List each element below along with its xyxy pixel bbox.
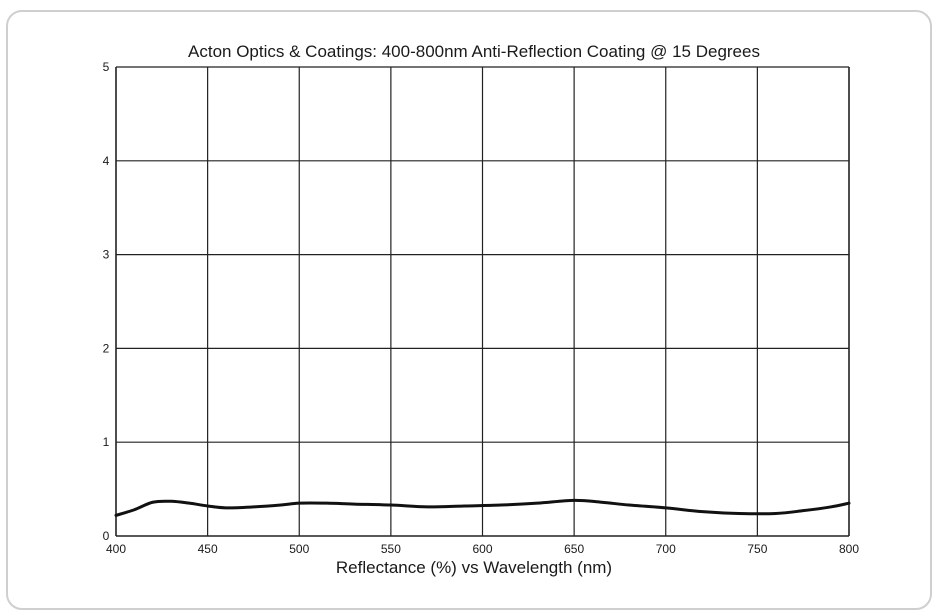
x-tick-label-750: 750 — [747, 542, 767, 556]
x-tick-label-550: 550 — [381, 542, 401, 556]
y-tick-label-2: 2 — [103, 341, 110, 355]
y-axis-ticks: 0 1 2 3 4 5 — [103, 60, 110, 543]
y-tick-label-4: 4 — [103, 154, 110, 168]
chart-frame — [6, 10, 932, 610]
x-tick-label-800: 800 — [839, 542, 859, 556]
x-tick-label-500: 500 — [289, 542, 309, 556]
x-axis-ticks: 400 450 500 550 600 650 700 750 800 — [106, 542, 859, 556]
y-tick-label-3: 3 — [103, 248, 110, 262]
x-tick-label-650: 650 — [564, 542, 584, 556]
chart-grid — [115, 66, 850, 537]
y-tick-label-0: 0 — [103, 529, 110, 543]
reflectance-series-line — [114, 498, 851, 517]
y-tick-label-1: 1 — [103, 435, 110, 449]
x-tick-label-700: 700 — [656, 542, 676, 556]
x-tick-label-450: 450 — [198, 542, 218, 556]
y-tick-label-5: 5 — [103, 60, 110, 74]
chart-title: Acton Optics & Coatings: 400-800nm Anti-… — [188, 42, 760, 61]
x-tick-label-400: 400 — [106, 542, 126, 556]
x-axis-label: Reflectance (%) vs Wavelength (nm) — [336, 558, 612, 577]
x-tick-label-600: 600 — [472, 542, 492, 556]
